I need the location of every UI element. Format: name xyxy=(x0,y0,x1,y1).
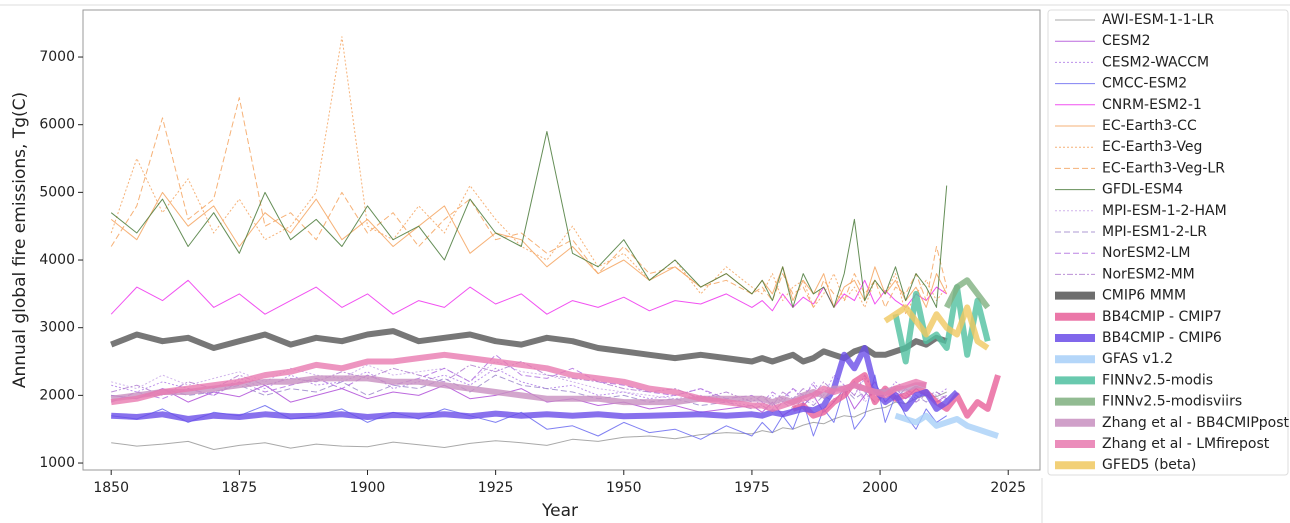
series-line xyxy=(111,391,947,450)
y-tick-label: 4000 xyxy=(39,252,75,268)
y-axis-title: Annual global fire emissions, Tg(C) xyxy=(10,92,30,388)
series-line xyxy=(110,131,948,308)
legend-label: Zhang et al - BB4CMIPpost xyxy=(1102,415,1290,431)
y-tick-label: 1000 xyxy=(39,455,75,471)
legend-box xyxy=(1047,9,1289,476)
x-tick-label: 1975 xyxy=(734,480,770,496)
legend-label: GFAS v1.2 xyxy=(1102,351,1173,367)
legend-label: MPI-ESM1-2-LR xyxy=(1102,224,1207,240)
y-tick-label: 7000 xyxy=(39,49,75,65)
x-axis-title: Year xyxy=(541,501,578,521)
x-tick-label: 1950 xyxy=(606,480,642,496)
series-line xyxy=(944,277,991,310)
legend-label: BB4CMIP - CMIP7 xyxy=(1102,309,1222,325)
plot-frame xyxy=(82,9,1041,471)
legend-label: EC-Earth3-CC xyxy=(1102,118,1197,134)
legend-label: EC-Earth3-Veg xyxy=(1102,139,1202,155)
legend-label: CESM2 xyxy=(1102,33,1151,49)
series-line xyxy=(110,36,948,315)
legend-label: FINNv2.5-modisviirs xyxy=(1102,394,1242,410)
legend-label: BB4CMIP - CMIP6 xyxy=(1102,330,1222,346)
legend-label: GFED5 (beta) xyxy=(1102,457,1196,473)
y-tick-label: 3000 xyxy=(39,320,75,336)
legend-label: NorESM2-LM xyxy=(1102,245,1190,261)
legend-label: CMCC-ESM2 xyxy=(1102,76,1187,92)
y-tick-label: 6000 xyxy=(39,117,75,133)
legend-label: Zhang et al - LMfirepost xyxy=(1102,436,1270,452)
series-line xyxy=(110,351,928,412)
y-tick-label: 2000 xyxy=(39,387,75,403)
series-line xyxy=(110,279,947,315)
legend-label: FINNv2.5-modis xyxy=(1102,372,1213,388)
series-line xyxy=(110,97,948,308)
x-tick-label: 1925 xyxy=(478,480,514,496)
legend-label: CMIP6 MMM xyxy=(1102,288,1186,304)
series-line xyxy=(894,412,999,439)
series-line xyxy=(883,304,990,351)
legend-label: AWI-ESM-1-1-LR xyxy=(1102,12,1214,28)
x-tick-label: 1900 xyxy=(350,480,386,496)
x-tick-label: 1850 xyxy=(93,480,129,496)
legend-label: CESM2-WACCM xyxy=(1102,54,1209,70)
legend-label: CNRM-ESM2-1 xyxy=(1102,97,1202,113)
legend-label: EC-Earth3-Veg-LR xyxy=(1102,160,1225,176)
x-tick-label: 2000 xyxy=(862,480,898,496)
x-tick-label: 2025 xyxy=(990,480,1026,496)
legend-label: GFDL-ESM4 xyxy=(1102,182,1183,198)
legend-label: MPI-ESM-1-2-HAM xyxy=(1102,203,1227,219)
y-tick-label: 5000 xyxy=(39,184,75,200)
x-tick-label: 1875 xyxy=(222,480,258,496)
series-line xyxy=(110,328,948,365)
legend-label: NorESM2-MM xyxy=(1102,266,1195,282)
